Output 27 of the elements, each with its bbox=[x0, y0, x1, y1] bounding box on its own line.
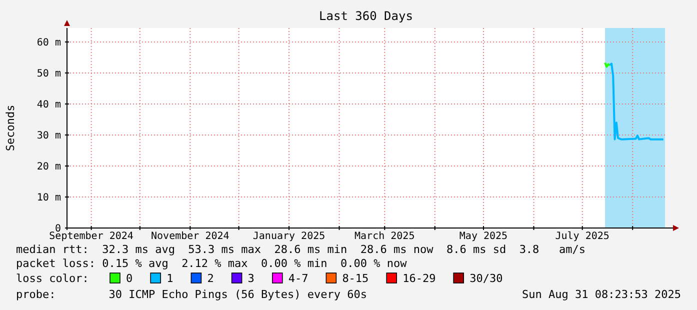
y-axis-title: Seconds bbox=[4, 104, 17, 152]
legend-title: loss color: bbox=[16, 272, 89, 285]
x-tick-label: November 2024 bbox=[151, 231, 230, 242]
y-tick-label: 30 m bbox=[36, 130, 61, 142]
legend-label: 30/30 bbox=[470, 272, 503, 285]
legend-label: 0 bbox=[126, 272, 133, 285]
y-tick-label: 50 m bbox=[36, 68, 61, 80]
x-tick-label: January 2025 bbox=[252, 231, 326, 242]
chart-title: Last 360 Days bbox=[319, 9, 413, 23]
line-series bbox=[608, 62, 664, 140]
legend-label: 8-15 bbox=[342, 272, 369, 285]
legend-label: 16-29 bbox=[402, 272, 436, 285]
text: median rtt: 32.3 ms avg 53.3 ms max 28.6 ms min 28.6 ms now 8.6 ms sd 3.8 am/s bbox=[16, 243, 586, 256]
y-tick-label: 40 m bbox=[36, 99, 61, 110]
text: packet loss: 0.15 % avg 2.12 % max 0.00 % min 0.00 % now bbox=[16, 257, 408, 270]
y-tick-label: 20 m bbox=[36, 161, 61, 172]
legend-label: 2 bbox=[207, 272, 214, 285]
x-tick-label: May 2025 bbox=[459, 231, 508, 242]
text: Sun Aug 31 08:23:53 2025 bbox=[522, 288, 681, 301]
y-tick-label: 60 m bbox=[36, 37, 61, 48]
x-tick-label: March 2025 bbox=[354, 231, 415, 242]
text: probe: 30 ICMP Echo Pings (56 Bytes) every 60s bbox=[16, 288, 367, 301]
legend-label: 1 bbox=[166, 272, 174, 285]
y-tick-label: 10 m bbox=[36, 192, 61, 204]
legend-label: 4-7 bbox=[288, 272, 308, 285]
legend-label: 3 bbox=[248, 272, 254, 285]
x-tick-label: July 2025 bbox=[555, 231, 610, 242]
